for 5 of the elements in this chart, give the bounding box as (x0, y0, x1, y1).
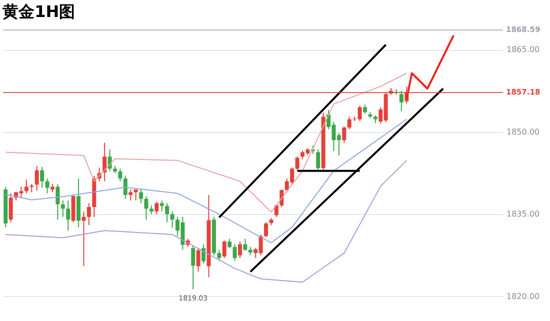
y-tick-label: 1820.00 (506, 292, 540, 301)
y-tick-label: 1865.00 (506, 45, 540, 54)
y-tick-label: 1850.00 (506, 127, 540, 136)
y-tick-label: 1835.00 (506, 210, 540, 219)
chart-title: 黄金1H图 (2, 2, 76, 21)
